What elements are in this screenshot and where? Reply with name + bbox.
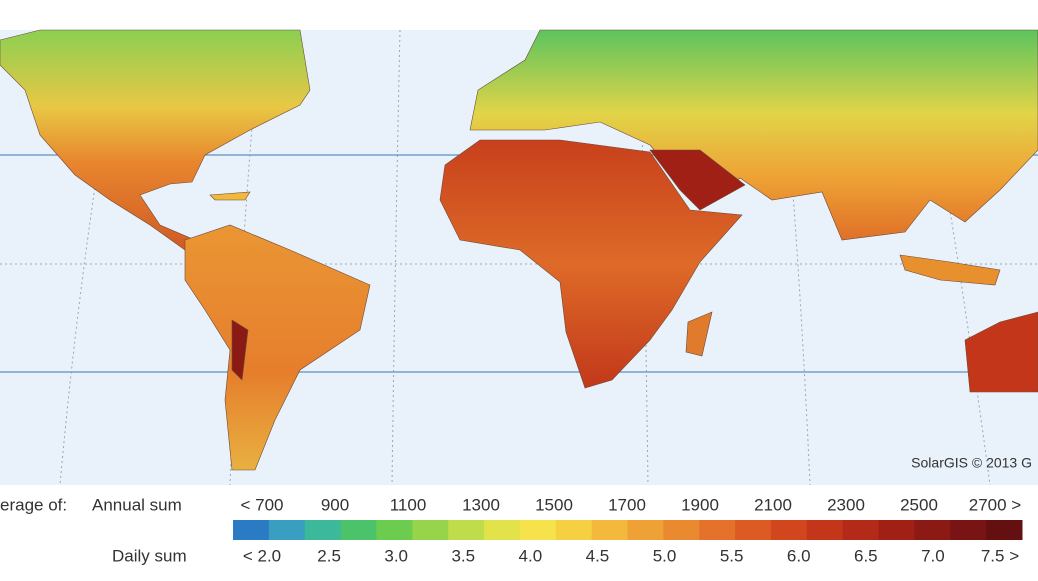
legend-swatch	[233, 520, 270, 540]
legend-swatch	[376, 520, 413, 540]
daily-tick: 4.0	[519, 546, 543, 565]
legend-swatch	[950, 520, 987, 540]
legend-swatch	[519, 520, 557, 540]
annual-tick: 1100	[390, 495, 427, 514]
credit: SolarGIS © 2013 G	[911, 455, 1032, 471]
annual-tick: 1700	[608, 495, 646, 514]
daily-tick: 7.0	[921, 546, 945, 565]
annual-tick: 1500	[535, 495, 573, 514]
legend-swatch	[735, 520, 772, 540]
daily-tick: 2.5	[317, 546, 341, 565]
legend-swatch	[448, 520, 485, 540]
legend-swatch	[806, 520, 844, 540]
legend-title: erage of:	[0, 495, 67, 514]
continents	[0, 29, 1038, 471]
legend-swatch	[878, 520, 915, 540]
annual-tick: < 700	[240, 495, 283, 514]
legend-swatch	[268, 520, 306, 540]
daily-tick: 7.5 >	[981, 546, 1019, 565]
annual-tick: 900	[321, 495, 349, 514]
annual-tick: 2300	[827, 495, 865, 514]
daily-tick: 5.5	[720, 546, 744, 565]
legend-swatch	[412, 520, 449, 540]
annual-tick: 1900	[681, 495, 719, 514]
annual-tick: 2500	[900, 495, 938, 514]
annual-tick: 2100	[754, 495, 792, 514]
legend: erage of: Annual sum Daily sum < 700 900 1…	[0, 495, 1023, 565]
legend-swatch	[484, 520, 521, 540]
legend-swatch	[555, 520, 593, 540]
legend-swatch	[627, 520, 664, 540]
daily-tick: 6.0	[787, 546, 811, 565]
legend-swatch	[699, 520, 736, 540]
annual-tick: 2700 >	[969, 495, 1022, 514]
daily-tick: 6.5	[854, 546, 878, 565]
legend-swatch	[340, 520, 377, 540]
daily-tick: 3.5	[451, 546, 475, 565]
legend-swatch	[842, 520, 880, 540]
daily-tick: 4.5	[586, 546, 610, 565]
annual-label: Annual sum	[92, 495, 182, 514]
annual-tick: 1300	[462, 495, 500, 514]
legend-swatch	[663, 520, 700, 540]
daily-tick: 3.0	[384, 546, 408, 565]
daily-tick: < 2.0	[243, 546, 281, 565]
legend-swatch	[986, 520, 1023, 540]
daily-tick: 5.0	[653, 546, 677, 565]
legend-swatch	[591, 520, 628, 540]
legend-swatch	[770, 520, 808, 540]
legend-swatch	[914, 520, 951, 540]
daily-label: Daily sum	[112, 546, 187, 565]
graticule	[0, 29, 1038, 486]
legend-swatch	[304, 520, 342, 540]
